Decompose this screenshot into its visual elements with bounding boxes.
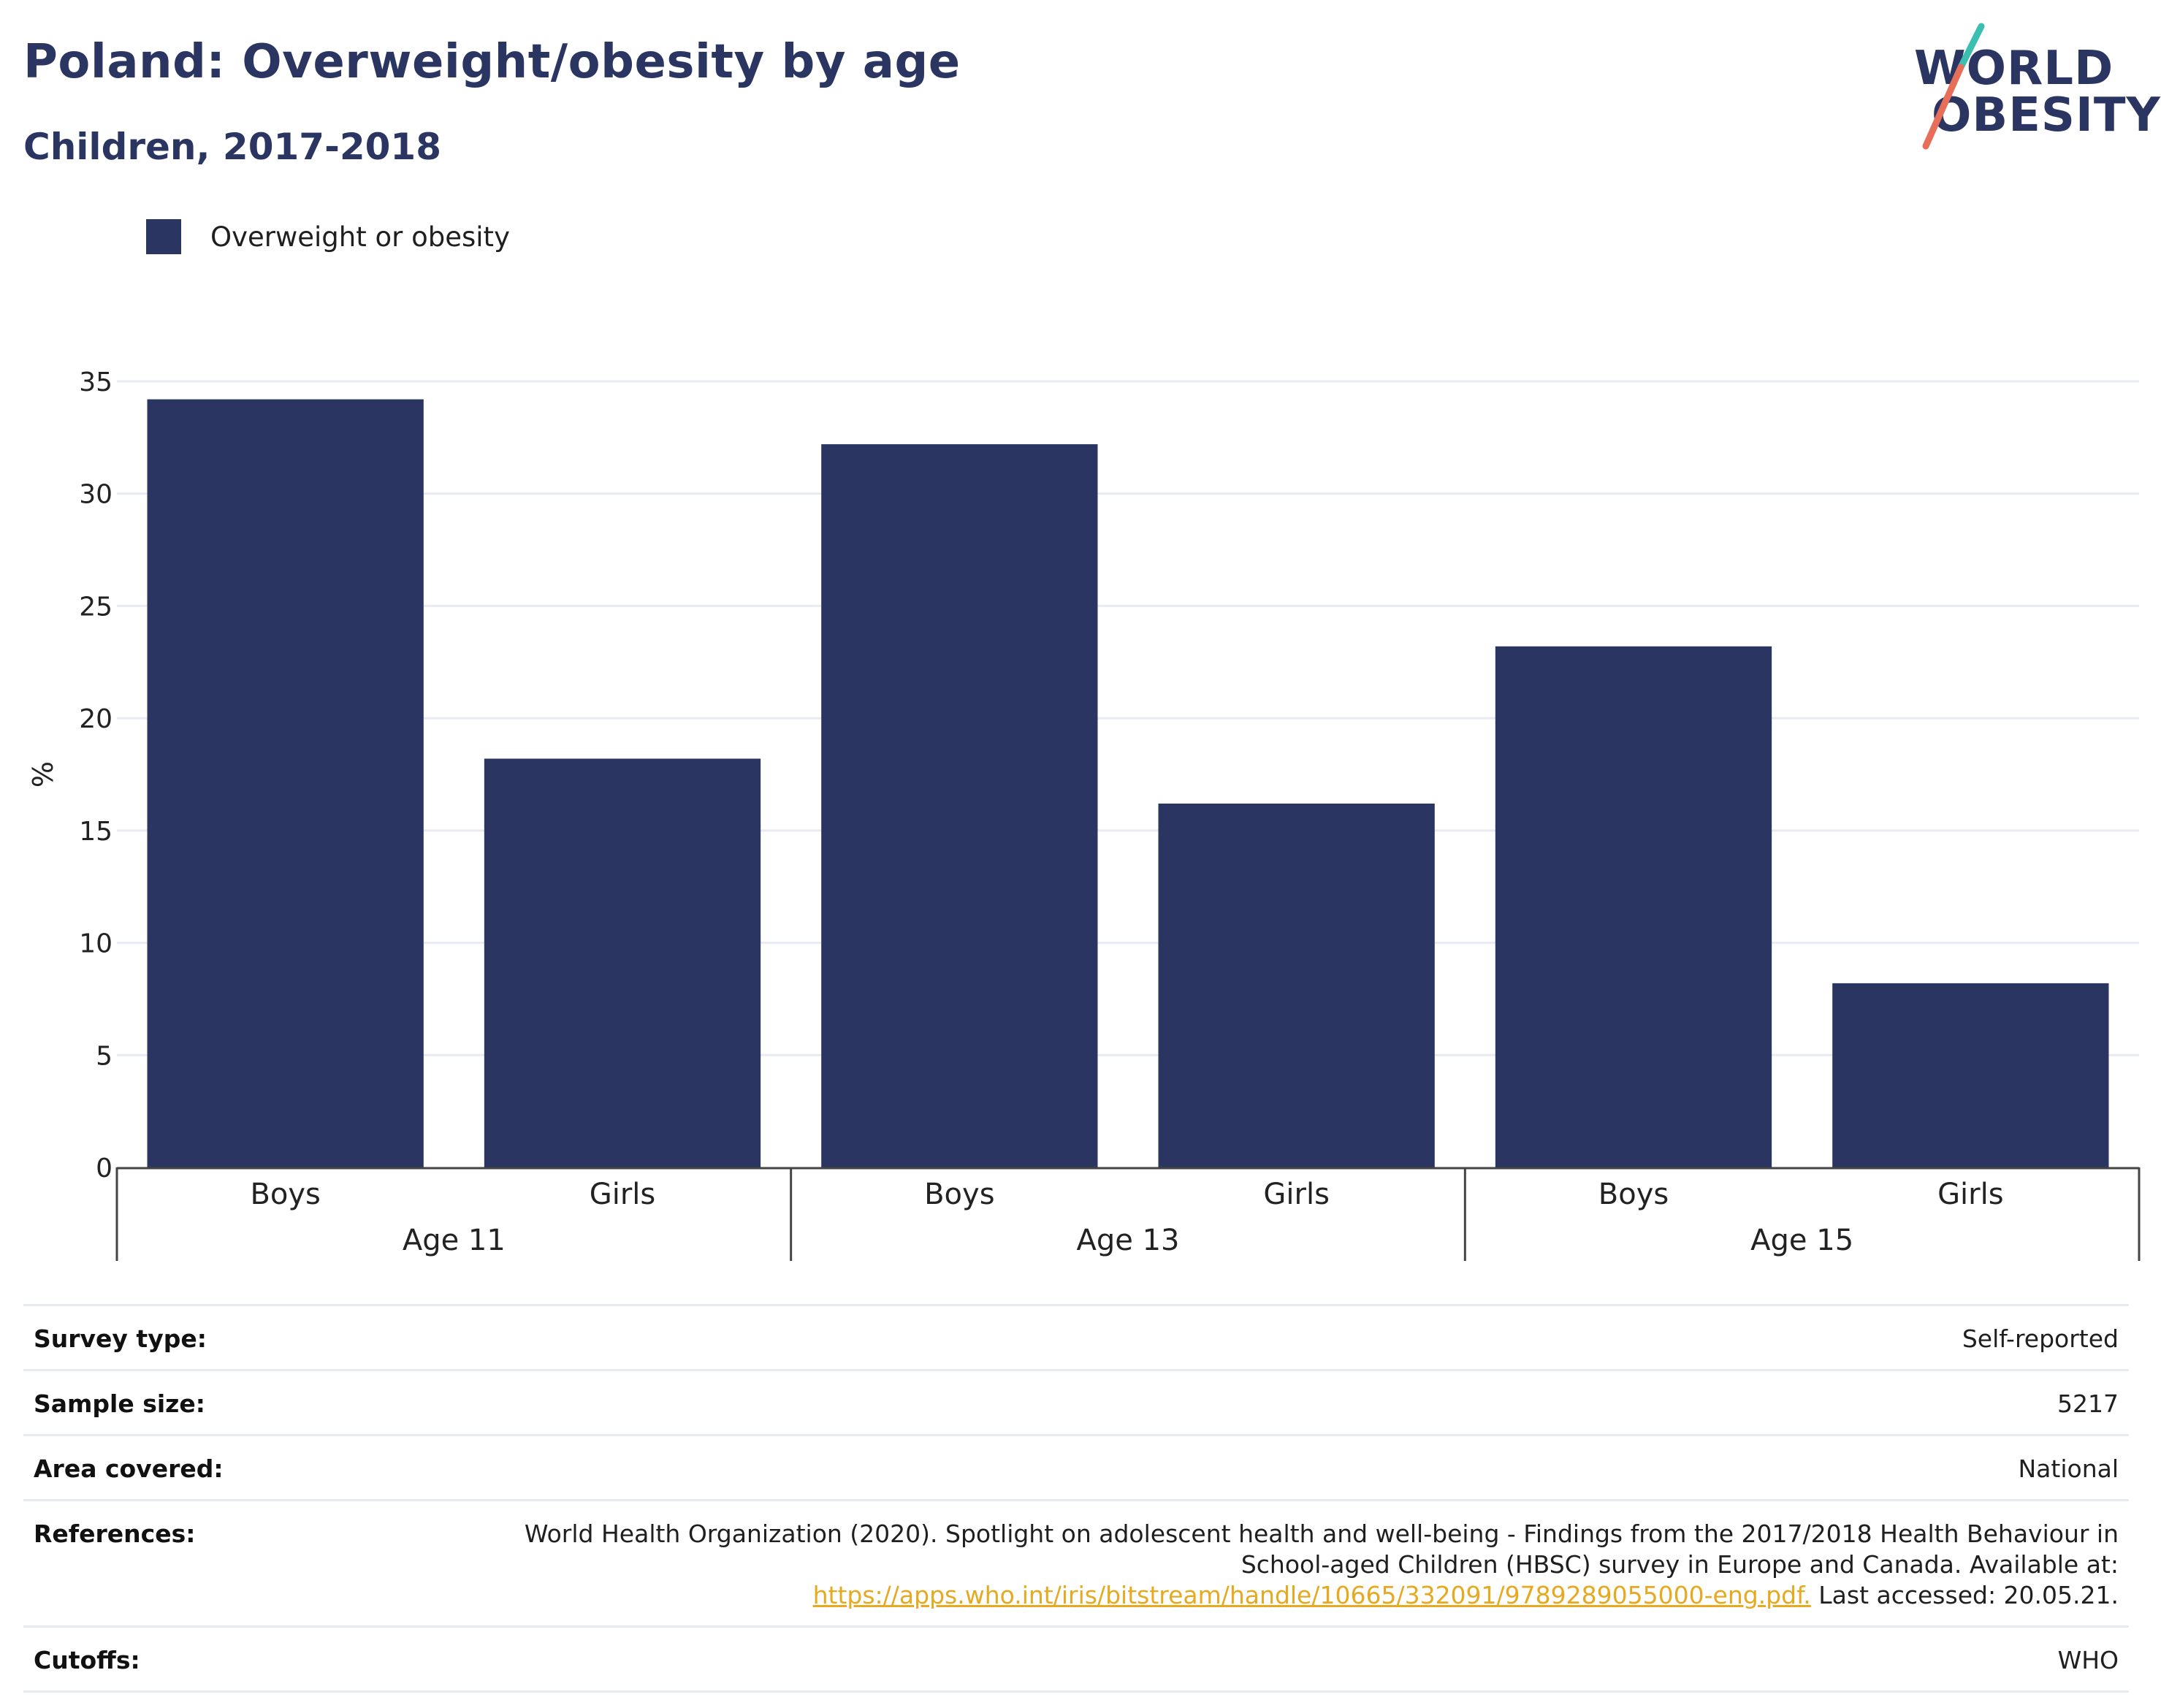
meta-label: Survey type: <box>34 1324 207 1353</box>
legend-swatch <box>146 219 181 254</box>
y-tick-label: 15 <box>79 817 113 847</box>
logo-word-world: WORLD <box>1914 42 2114 96</box>
y-axis-title: % <box>27 761 59 788</box>
y-tick-label: 35 <box>79 367 113 397</box>
bar <box>484 758 761 1167</box>
y-tick-label: 5 <box>96 1041 113 1071</box>
x-group-label: Age 11 <box>403 1224 506 1257</box>
x-tick-label: Boys <box>1598 1178 1669 1211</box>
y-tick-label: 20 <box>79 704 113 734</box>
x-tick-label: Boys <box>924 1178 994 1211</box>
meta-row-survey-type: Survey type: Self-reported <box>23 1304 2129 1369</box>
chart-title: Poland: Overweight/obesity by age <box>23 35 961 89</box>
meta-row-sample-size: Sample size: 5217 <box>23 1369 2129 1434</box>
y-tick-label: 10 <box>79 929 113 959</box>
x-tick-label: Girls <box>1937 1178 2004 1211</box>
y-tick-label: 25 <box>79 592 113 622</box>
references-line-1: World Health Organization (2020). Spotli… <box>524 1520 2119 1548</box>
x-tick-label: Girls <box>590 1178 656 1211</box>
y-tick-label: 0 <box>96 1154 113 1183</box>
meta-value: Self-reported <box>1962 1324 2119 1353</box>
meta-label: References: <box>34 1520 196 1548</box>
meta-row-cutoffs: Cutoffs: WHO <box>23 1625 2129 1693</box>
meta-label: Area covered: <box>34 1455 224 1483</box>
chart-legend: Overweight or obesity <box>146 219 510 254</box>
bar <box>821 444 1098 1167</box>
meta-label: Sample size: <box>34 1389 205 1418</box>
x-group-label: Age 15 <box>1750 1224 1853 1257</box>
x-tick-label: Boys <box>250 1178 320 1211</box>
references-text: World Health Organization (2020). Spotli… <box>525 1519 2119 1611</box>
meta-row-references: References: World Health Organization (2… <box>23 1499 2129 1625</box>
references-suffix: Last accessed: 20.05.21. <box>1810 1581 2119 1609</box>
x-group-label: Age 13 <box>1077 1224 1180 1257</box>
chart-subtitle: Children, 2017-2018 <box>23 126 441 168</box>
logo-word-obesity: OBESITY <box>1932 88 2161 142</box>
references-line-2: School-aged Children (HBSC) survey in Eu… <box>1240 1550 2119 1579</box>
references-link[interactable]: https://apps.who.int/iris/bitstream/hand… <box>812 1581 1811 1609</box>
meta-row-area-covered: Area covered: National <box>23 1434 2129 1499</box>
meta-label: Cutoffs: <box>34 1646 140 1674</box>
bar <box>1832 983 2109 1167</box>
meta-value: WHO <box>2057 1646 2119 1674</box>
bar <box>147 399 424 1168</box>
bar <box>1158 803 1435 1167</box>
y-tick-label: 30 <box>79 480 113 510</box>
meta-value: 5217 <box>2057 1389 2119 1418</box>
legend-label: Overweight or obesity <box>210 221 510 253</box>
bar <box>1495 646 1772 1167</box>
x-tick-label: Girls <box>1263 1178 1330 1211</box>
world-obesity-logo: WORLD OBESITY <box>1899 22 2160 153</box>
metadata-table: Survey type: Self-reported Sample size: … <box>23 1304 2129 1693</box>
logo-slash-icon <box>1922 23 1985 150</box>
meta-value: National <box>2018 1455 2119 1483</box>
bar-chart: 0 5 10 15 20 25 30 35% Boys Girls Boys Girls Boys Gir… <box>27 367 2141 1261</box>
